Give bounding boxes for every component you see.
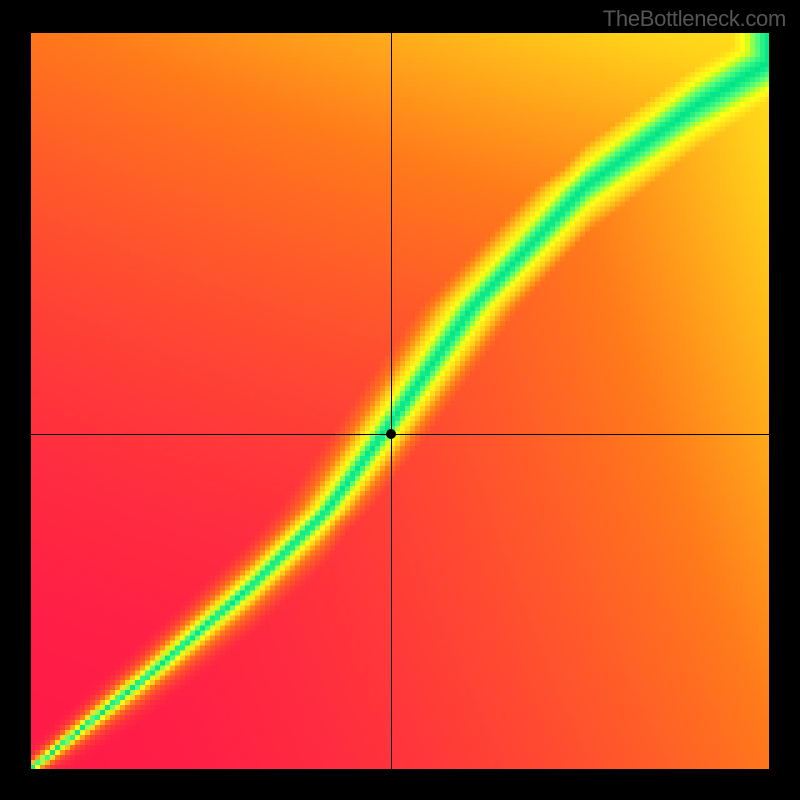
plot-area — [30, 32, 770, 770]
watermark-text: TheBottleneck.com — [603, 6, 786, 32]
heatmap-canvas — [30, 32, 770, 770]
chart-container: TheBottleneck.com — [0, 0, 800, 800]
